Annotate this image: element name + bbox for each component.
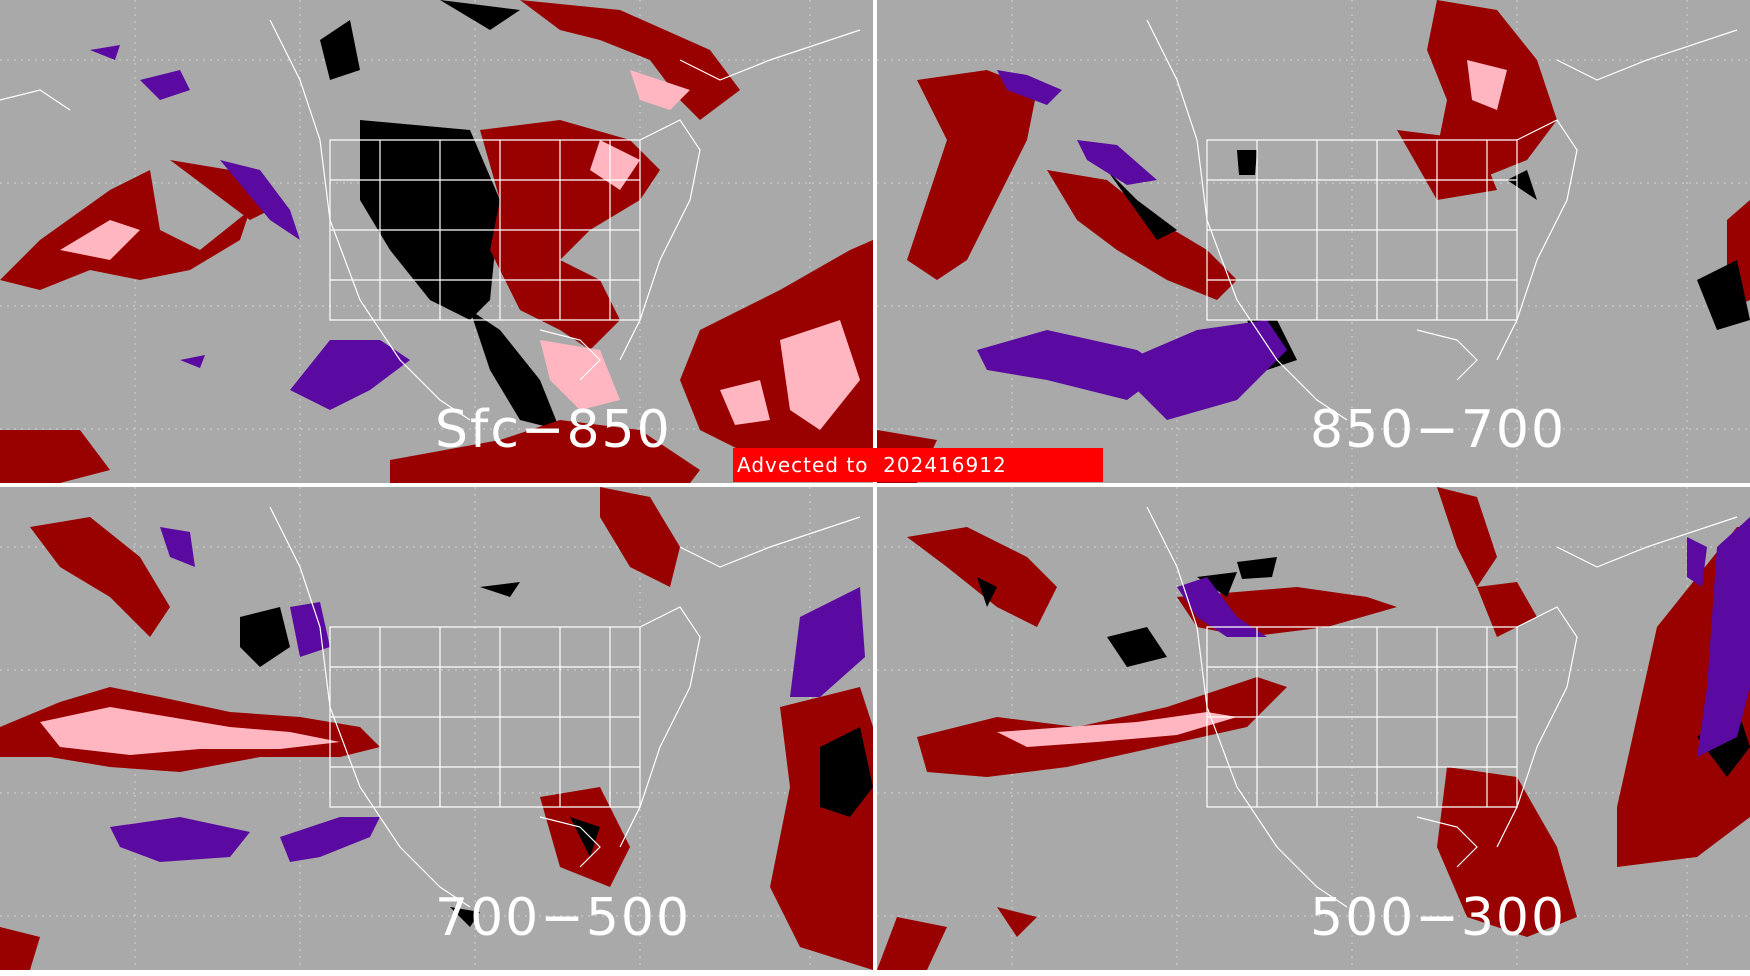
layer-label-850-700: 850−700: [1310, 400, 1567, 460]
map-panel-500-300: [877, 487, 1750, 970]
layer-label-700-500: 700−500: [435, 888, 692, 948]
layer-label-sfc-850: Sfc−850: [435, 400, 672, 460]
map-canvas-sfc-850: [0, 0, 873, 483]
map-panel-sfc-850: [0, 0, 873, 483]
advected-time-banner: Advected to 202416912: [733, 448, 1103, 482]
layer-label-500-300: 500−300: [1310, 888, 1567, 948]
map-panel-850-700: [877, 0, 1750, 483]
map-canvas-700-500: [0, 487, 873, 970]
map-canvas-500-300: [877, 487, 1750, 970]
map-panel-700-500: [0, 487, 873, 970]
map-canvas-850-700: [877, 0, 1750, 483]
